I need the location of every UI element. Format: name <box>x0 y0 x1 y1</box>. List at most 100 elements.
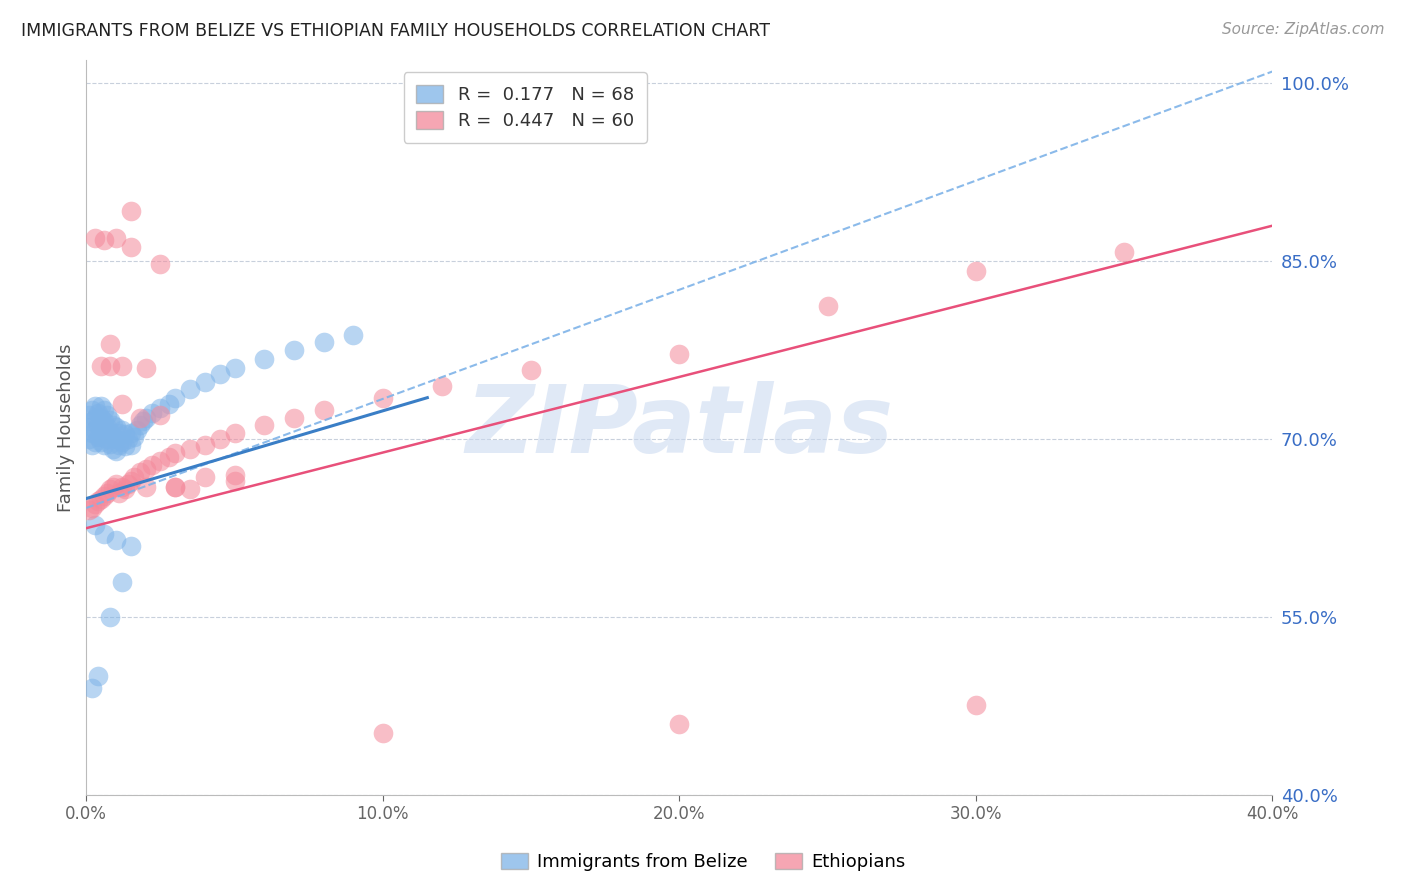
Point <box>84 423 107 437</box>
Point <box>122 430 145 444</box>
Point <box>98 610 121 624</box>
Point <box>128 466 150 480</box>
Point <box>149 257 172 271</box>
Point <box>101 417 124 432</box>
Point <box>224 361 246 376</box>
Point <box>108 426 131 441</box>
Text: Source: ZipAtlas.com: Source: ZipAtlas.com <box>1222 22 1385 37</box>
Point <box>128 410 150 425</box>
Point <box>93 438 115 452</box>
Point <box>101 442 124 456</box>
Point <box>125 423 148 437</box>
Point <box>108 438 131 452</box>
Point <box>111 434 134 449</box>
Point <box>224 426 246 441</box>
Point <box>93 489 115 503</box>
Point <box>179 383 201 397</box>
Point <box>96 432 118 446</box>
Point <box>90 399 112 413</box>
Point <box>98 359 121 373</box>
Point <box>104 432 127 446</box>
Point <box>111 480 134 494</box>
Point <box>179 442 201 456</box>
Point <box>114 439 136 453</box>
Point <box>93 233 115 247</box>
Point <box>98 337 121 351</box>
Point <box>111 423 134 437</box>
Point <box>371 391 394 405</box>
Point <box>253 351 276 366</box>
Legend: Immigrants from Belize, Ethiopians: Immigrants from Belize, Ethiopians <box>494 846 912 879</box>
Point <box>104 477 127 491</box>
Point <box>371 726 394 740</box>
Point <box>84 399 107 413</box>
Text: IMMIGRANTS FROM BELIZE VS ETHIOPIAN FAMILY HOUSEHOLDS CORRELATION CHART: IMMIGRANTS FROM BELIZE VS ETHIOPIAN FAMI… <box>21 22 770 40</box>
Point <box>84 434 107 449</box>
Point <box>149 409 172 423</box>
Point <box>194 376 217 390</box>
Point <box>120 426 142 441</box>
Point <box>179 482 201 496</box>
Point <box>82 426 104 441</box>
Point <box>93 414 115 428</box>
Point <box>87 417 110 432</box>
Point <box>98 413 121 427</box>
Point <box>114 482 136 496</box>
Point <box>224 474 246 488</box>
Point <box>101 430 124 444</box>
Point <box>157 450 180 464</box>
Point <box>104 230 127 244</box>
Point <box>96 485 118 500</box>
Point <box>87 406 110 420</box>
Point <box>90 359 112 373</box>
Point <box>82 438 104 452</box>
Point <box>98 425 121 439</box>
Point <box>77 420 100 434</box>
Point <box>101 480 124 494</box>
Text: ZIPatlas: ZIPatlas <box>465 382 893 474</box>
Point <box>128 417 150 432</box>
Point <box>165 480 187 494</box>
Point <box>77 503 100 517</box>
Point <box>430 379 453 393</box>
Legend: R =  0.177   N = 68, R =  0.447   N = 60: R = 0.177 N = 68, R = 0.447 N = 60 <box>404 72 647 143</box>
Point <box>93 527 115 541</box>
Point <box>98 482 121 496</box>
Point <box>84 230 107 244</box>
Point <box>668 347 690 361</box>
Y-axis label: Family Households: Family Households <box>58 343 75 512</box>
Point <box>149 401 172 416</box>
Point <box>224 467 246 482</box>
Point <box>82 414 104 428</box>
Point <box>135 480 157 494</box>
Point <box>90 434 112 449</box>
Point <box>312 334 335 349</box>
Point <box>165 480 187 494</box>
Point <box>90 491 112 506</box>
Point <box>98 437 121 451</box>
Point <box>135 410 157 425</box>
Point <box>120 474 142 488</box>
Point <box>965 264 987 278</box>
Point <box>111 359 134 373</box>
Point <box>87 494 110 508</box>
Point <box>111 574 134 589</box>
Point <box>208 367 231 381</box>
Point <box>96 420 118 434</box>
Point <box>96 409 118 423</box>
Point <box>208 432 231 446</box>
Point <box>84 517 107 532</box>
Point <box>77 409 100 423</box>
Point <box>87 669 110 683</box>
Point <box>114 427 136 442</box>
Point <box>122 470 145 484</box>
Point <box>342 327 364 342</box>
Point <box>82 402 104 417</box>
Point <box>135 462 157 476</box>
Point <box>135 361 157 376</box>
Point <box>141 406 163 420</box>
Point <box>1114 244 1136 259</box>
Point <box>77 432 100 446</box>
Point <box>194 470 217 484</box>
Point <box>283 410 305 425</box>
